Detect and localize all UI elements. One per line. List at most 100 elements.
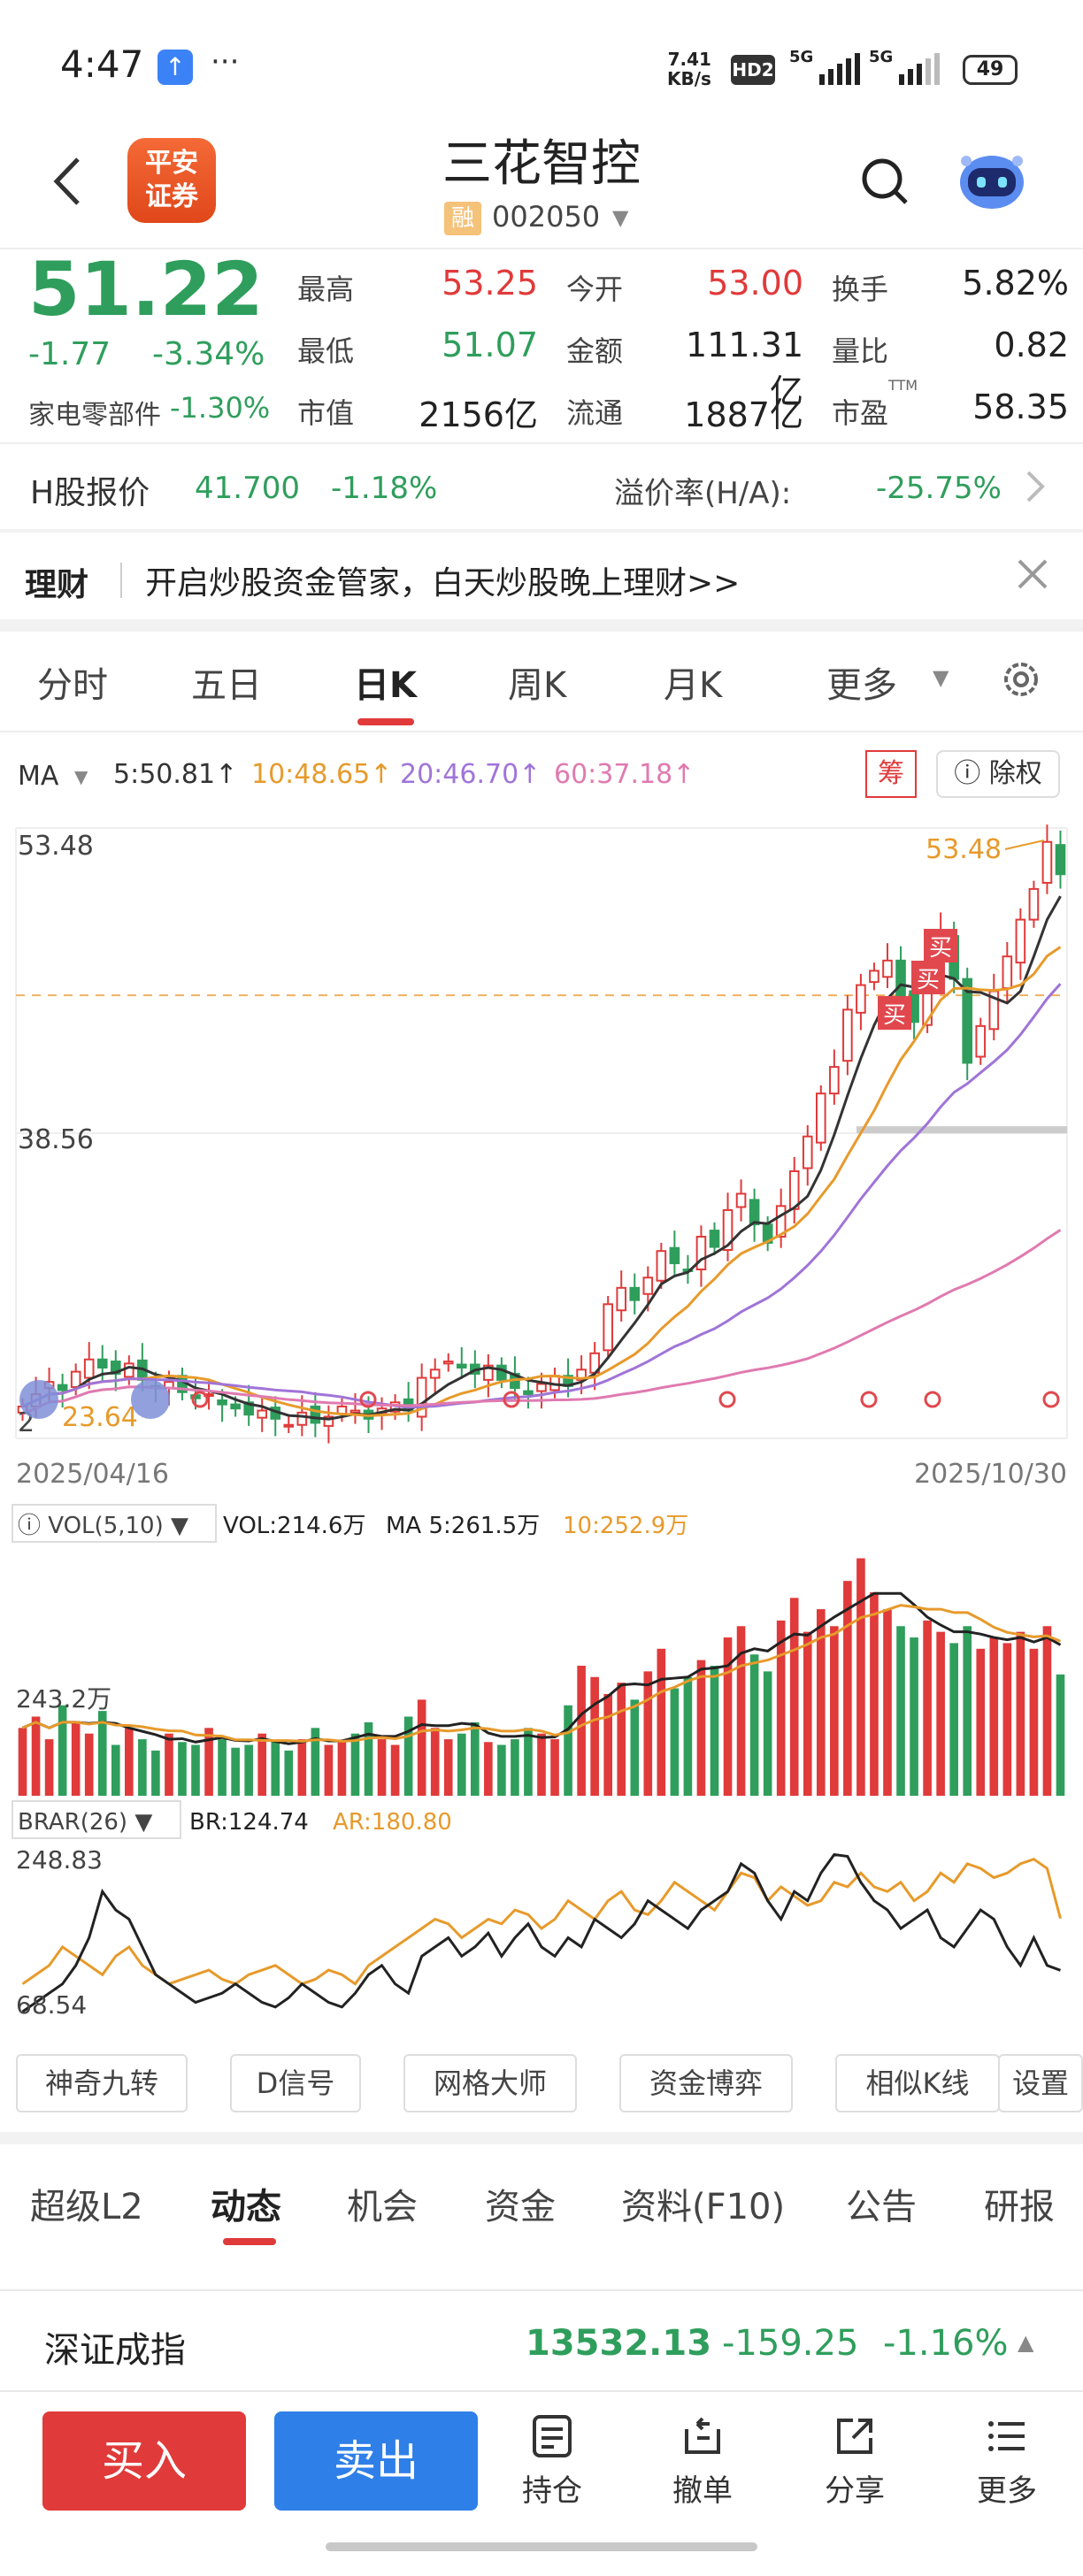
volume-bar [843,1581,852,1796]
volume-bar [670,1688,680,1796]
chip-distribution-button[interactable]: 筹 [865,750,917,798]
volume-bar [151,1750,160,1796]
tab-funds[interactable]: 资金 [485,2187,556,2227]
index-change-pct: -1.16% [883,2323,1009,2364]
volume-bar [1042,1626,1052,1796]
stock-code[interactable]: 002050 [492,200,601,234]
candle-body [257,1409,268,1419]
back-icon[interactable] [46,150,90,212]
volume-bar [71,1721,81,1796]
event-marker-icon [924,1391,941,1408]
tool-similar-k[interactable]: 相似K线 [835,2054,1000,2112]
vol-indicator-label: ⓘ VOL(5,10) ▼ [18,1513,188,1539]
share-button[interactable]: 分享 [793,2411,917,2514]
tool-d-signal[interactable]: D信号 [230,2054,361,2112]
tool-nine-turn[interactable]: 神奇九转 [16,2054,188,2112]
quote-label-float-cap: 流通 [566,396,624,430]
volume-bar [883,1609,892,1796]
y-axis-mid-label: 38.56 [18,1124,94,1155]
candle-body [695,1236,707,1271]
gear-icon[interactable] [998,656,1044,702]
tab-research[interactable]: 研报 [984,2187,1055,2227]
index-name[interactable]: 深证成指 [44,2330,186,2371]
volume-bar [165,1733,173,1796]
chevron-down-icon[interactable]: ▼ [933,665,949,690]
ma60-value: 60:37.18↑ [554,759,695,790]
tab-news[interactable]: 动态 [211,2187,281,2227]
volume-bar [923,1620,932,1796]
tab-monthly-k[interactable]: 月K [664,665,723,706]
chevron-up-icon[interactable]: ▲ [1018,2330,1034,2355]
close-icon[interactable] [1010,552,1055,596]
sell-button[interactable]: 卖出 [274,2411,478,2511]
chevron-down-icon[interactable]: ▼ [74,766,88,787]
volume-bar [1056,1674,1065,1796]
chevron-right-icon[interactable] [1019,460,1051,513]
sector-name[interactable]: 家电零部件 [28,400,161,431]
quote-value-float-cap: 1887亿 [684,395,803,434]
sector-change-pct[interactable]: -1.30% [170,391,271,425]
volume-bar [138,1739,147,1796]
vol-indicator-box [12,1504,217,1543]
vol-axis-label: 243.2万 [16,1684,111,1714]
tool-fund-game[interactable]: 资金博弈 [619,2054,793,2112]
search-icon[interactable] [858,150,911,212]
ma10-value: 10:48.65↑ [251,759,393,790]
tool-grid-master[interactable]: 网格大师 [403,2054,577,2112]
tab-more[interactable]: 更多 [826,665,897,706]
more-button[interactable]: 更多 [945,2411,1069,2514]
brar-bottom-label: 68.54 [16,1990,87,2020]
tab-daily-k[interactable]: 日K [354,665,417,706]
document-icon [533,2415,572,2457]
brar-indicator-box [12,1800,181,1839]
volume-bar [736,1626,746,1796]
volume-bar [577,1666,586,1796]
svg-text:5G: 5G [789,48,813,66]
tab-f10[interactable]: 资料(F10) [621,2187,786,2227]
volume-bar [443,1739,453,1796]
quote-label-low: 最低 [297,334,355,368]
ma-indicator-label[interactable]: MA [18,761,59,792]
tab-weekly-k[interactable]: 周K [508,665,567,706]
tool-settings[interactable]: 设置 [998,2054,1083,2112]
cancel-order-button[interactable]: 撤单 [641,2411,764,2514]
volume-bar [1002,1643,1012,1796]
tab-intraday[interactable]: 分时 [37,665,108,706]
low-marker-label: 23.64 [62,1402,138,1433]
candle-body [283,1423,295,1428]
candle-body [1028,887,1040,921]
robot-assistant-icon[interactable] [954,142,1030,218]
chevron-down-icon[interactable]: ▼ [612,205,629,230]
tab-announcements[interactable]: 公告 [846,2187,917,2227]
volume-bar [511,1739,519,1796]
volume-bar [191,1744,200,1796]
candle-body [775,1205,787,1238]
tab-five-day[interactable]: 五日 [191,665,262,706]
quote-value-volume-ratio: 0.82 [994,326,1069,364]
buy-button[interactable]: 买入 [42,2411,246,2511]
volume-bar [803,1631,812,1796]
candle-body [802,1135,813,1169]
more-label: 更多 [977,2473,1037,2509]
ex-rights-button[interactable]: ⓘ 除权 [936,750,1060,798]
candle-body [709,1230,720,1248]
candle-body [323,1415,334,1427]
position-button[interactable]: 持仓 [490,2411,614,2514]
volume-bar [403,1716,413,1796]
volume-bars [18,1558,1065,1796]
volume-bar [204,1728,213,1796]
licai-banner-text[interactable]: 开启炒股资金管家，白天炒股晚上理财>> [145,565,741,602]
candle-body [96,1358,108,1368]
price-change: -1.77 [28,336,111,372]
candle-body [1055,844,1066,876]
volume-bar [830,1626,839,1796]
volume-bar [284,1750,294,1796]
current-price: 51.22 [28,246,264,333]
tab-super-l2[interactable]: 超级L2 [30,2187,143,2227]
tab-opportunity[interactable]: 机会 [347,2187,418,2227]
event-marker-icon [503,1391,520,1408]
volume-bar [1029,1648,1039,1796]
hshare-label[interactable]: H股报价 [30,475,150,511]
volume-bar [963,1626,972,1796]
